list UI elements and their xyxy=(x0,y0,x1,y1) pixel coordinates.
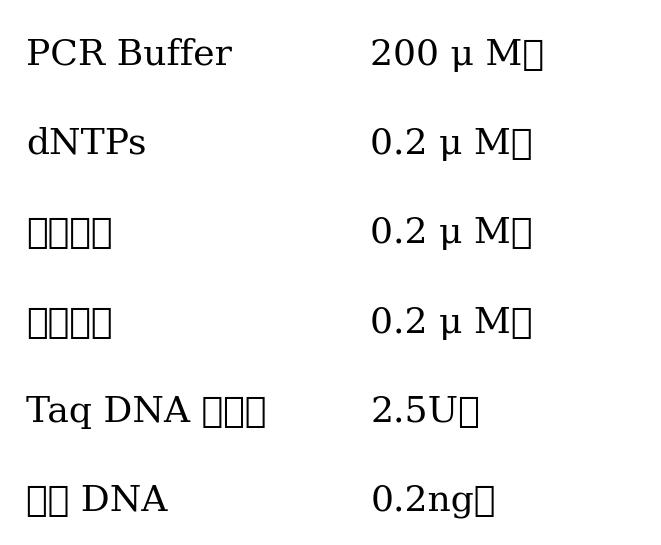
Text: 0.2ng。: 0.2ng。 xyxy=(370,485,496,518)
Text: dNTPs: dNTPs xyxy=(26,127,147,161)
Text: 0.2 μ M；: 0.2 μ M； xyxy=(370,216,533,250)
Text: 2.5U；: 2.5U； xyxy=(370,395,480,429)
Text: 0.2 μ M；: 0.2 μ M； xyxy=(370,127,533,161)
Text: 上游引物: 上游引物 xyxy=(26,216,113,250)
Text: PCR Buffer: PCR Buffer xyxy=(26,38,232,71)
Text: 下游引物: 下游引物 xyxy=(26,306,113,340)
Text: 模板 DNA: 模板 DNA xyxy=(26,485,168,518)
Text: 0.2 μ M；: 0.2 μ M； xyxy=(370,306,533,340)
Text: 200 μ M；: 200 μ M； xyxy=(370,38,544,71)
Text: Taq DNA 聚合酶: Taq DNA 聚合酶 xyxy=(26,395,267,429)
